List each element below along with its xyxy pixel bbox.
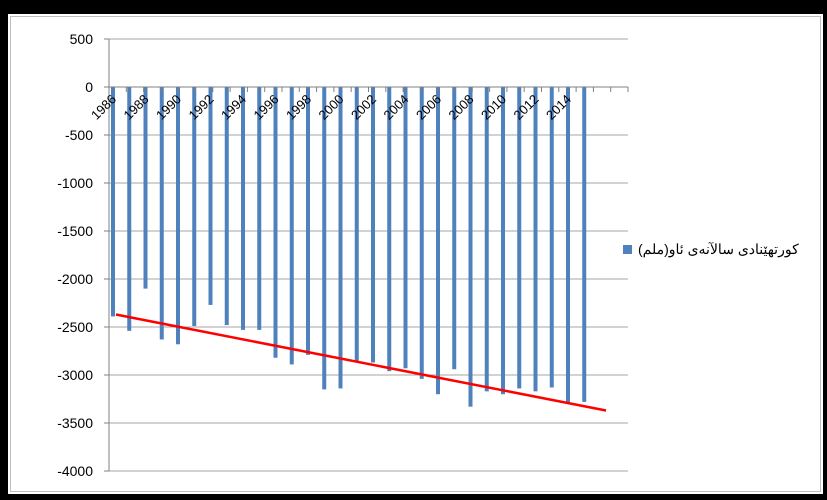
y-tick-label: -4000 — [57, 463, 93, 479]
bar — [452, 87, 457, 370]
bar — [387, 87, 392, 372]
bar — [176, 87, 180, 345]
bar — [208, 87, 213, 305]
bar — [484, 87, 489, 392]
bar — [143, 87, 148, 289]
bar — [566, 87, 570, 403]
legend-label: کورتهێنادی سالآنەی ئاو(ملم) — [638, 241, 799, 257]
y-tick-label: -2500 — [57, 319, 93, 335]
bar — [224, 87, 229, 326]
trendline — [115, 313, 607, 412]
y-tick-label: 0 — [85, 79, 93, 95]
bar — [127, 87, 132, 331]
bar — [517, 87, 522, 389]
bar — [533, 87, 538, 392]
y-tick-label: 500 — [70, 31, 94, 47]
bar — [549, 87, 554, 388]
bar — [306, 87, 310, 355]
bar — [403, 87, 408, 369]
bar — [241, 87, 245, 330]
y-tick-label: -1500 — [57, 223, 93, 239]
y-tick-label: -1000 — [57, 175, 93, 191]
bars — [111, 87, 587, 407]
y-axis: 500 0 -500 -1000 -1500 -2000 -2500 -3000 -3500 -4… — [57, 31, 110, 479]
bar — [111, 87, 115, 317]
bar — [257, 87, 262, 330]
bar — [468, 87, 473, 407]
y-tick-label: -500 — [65, 127, 93, 143]
trendline-layer — [115, 313, 607, 412]
bar — [436, 87, 440, 395]
y-tick-label: -3000 — [57, 367, 93, 383]
bar — [322, 87, 327, 390]
bar — [354, 87, 359, 363]
bar — [501, 87, 505, 395]
bar — [289, 87, 294, 365]
bar — [338, 87, 343, 389]
chart-area-border — [10, 16, 821, 492]
bar — [159, 87, 164, 340]
legend-swatch — [623, 245, 632, 254]
y-tick-label: -2000 — [57, 271, 93, 287]
legend: کورتهێنادی سالآنەی ئاو(ملم) — [623, 241, 799, 258]
bar — [419, 87, 424, 379]
bar — [582, 87, 587, 402]
y-tick-label: -3500 — [57, 415, 93, 431]
bar — [371, 87, 375, 363]
bar — [192, 87, 197, 327]
bar — [273, 87, 278, 358]
